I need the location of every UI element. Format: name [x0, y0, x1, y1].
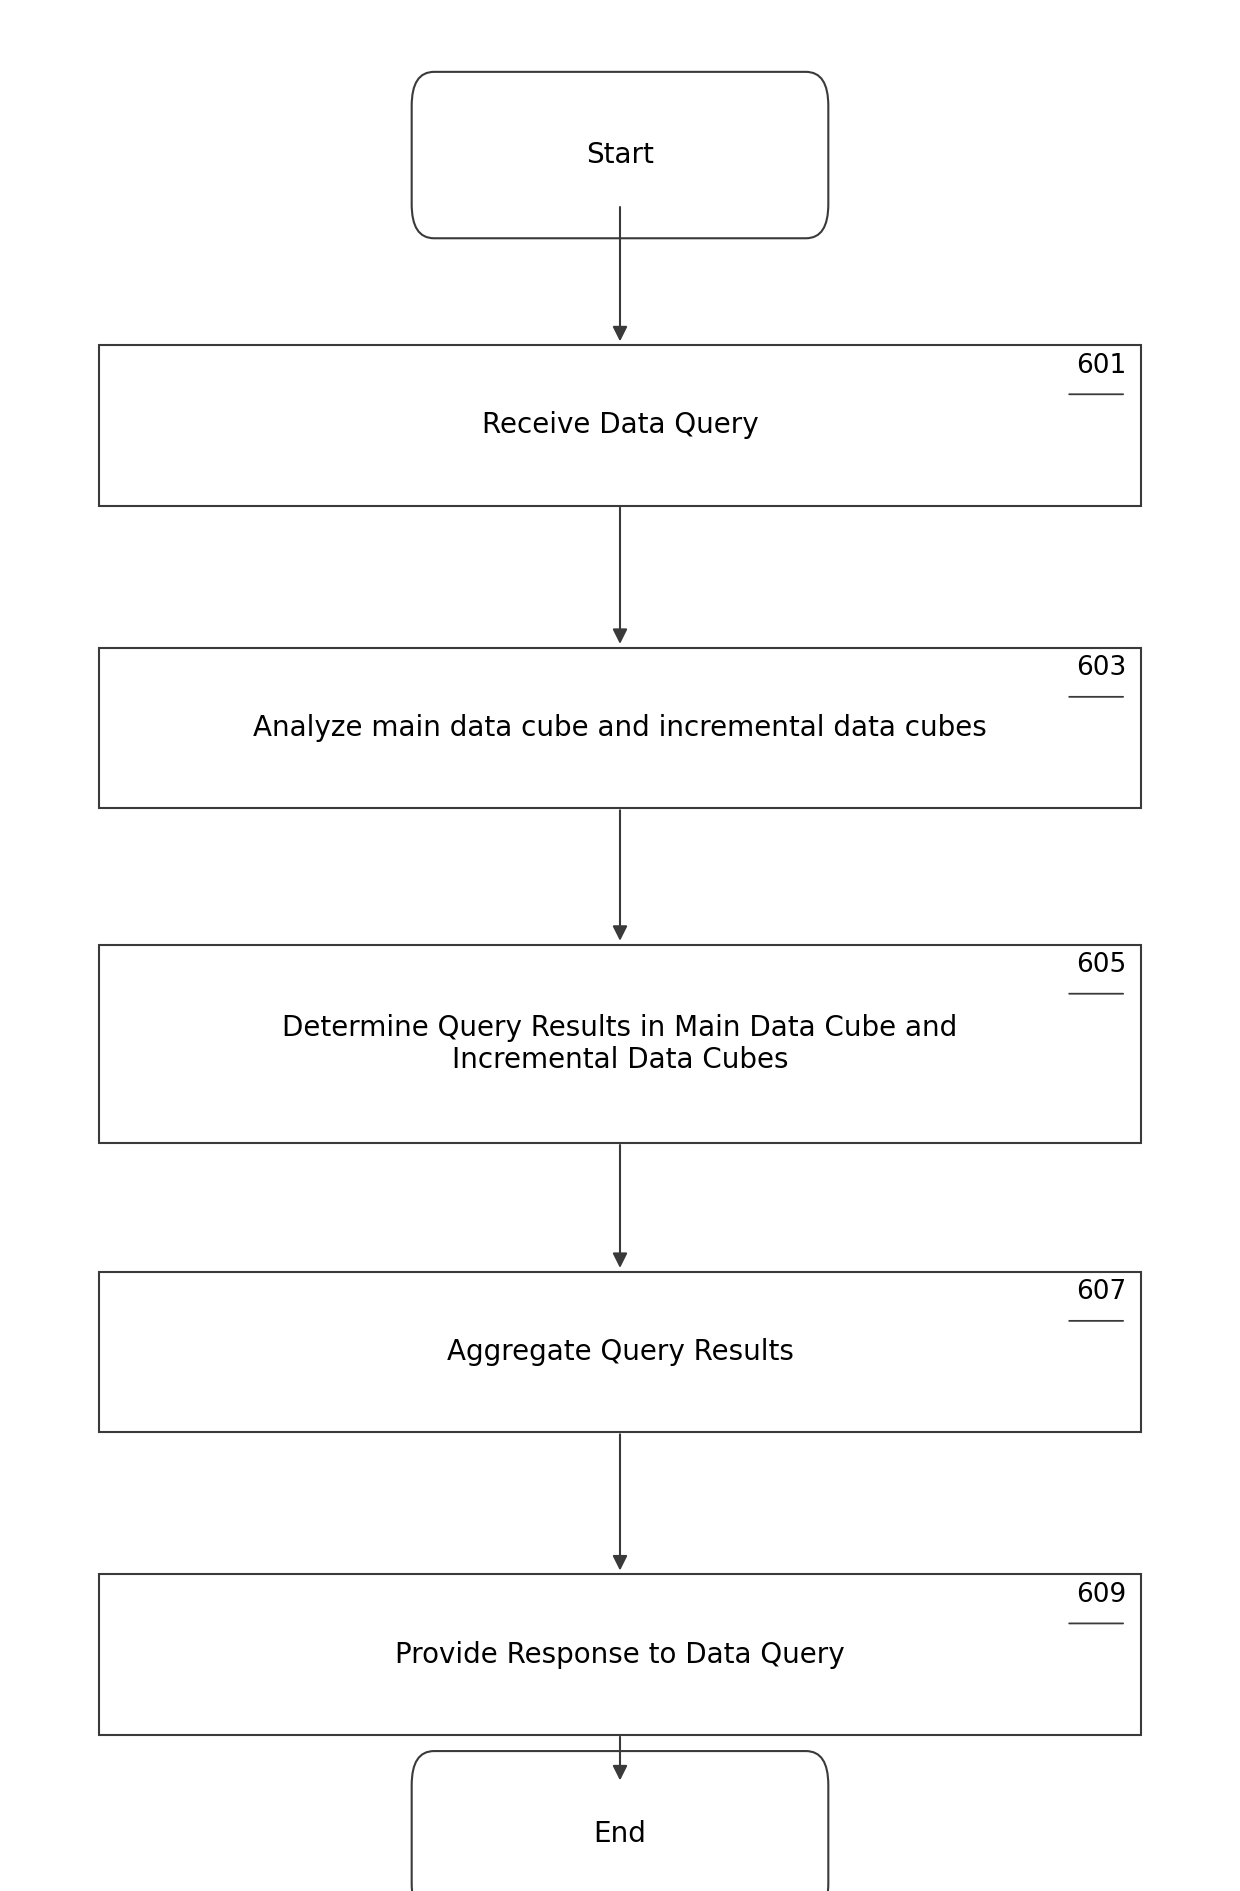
Text: 603: 603 — [1075, 656, 1126, 681]
FancyBboxPatch shape — [99, 1273, 1141, 1433]
FancyBboxPatch shape — [99, 1573, 1141, 1736]
Text: Start: Start — [587, 142, 653, 168]
Text: Aggregate Query Results: Aggregate Query Results — [446, 1339, 794, 1365]
Text: 601: 601 — [1075, 352, 1126, 378]
Text: 609: 609 — [1075, 1581, 1126, 1607]
Text: Receive Data Query: Receive Data Query — [481, 412, 759, 439]
Text: 607: 607 — [1075, 1280, 1126, 1305]
Text: End: End — [594, 1821, 646, 1848]
Text: Determine Query Results in Main Data Cube and
Incremental Data Cubes: Determine Query Results in Main Data Cub… — [283, 1014, 957, 1074]
Text: 605: 605 — [1075, 951, 1126, 978]
FancyBboxPatch shape — [99, 944, 1141, 1142]
FancyBboxPatch shape — [99, 344, 1141, 505]
FancyBboxPatch shape — [99, 647, 1141, 809]
Text: Analyze main data cube and incremental data cubes: Analyze main data cube and incremental d… — [253, 715, 987, 741]
FancyBboxPatch shape — [412, 72, 828, 238]
Text: Provide Response to Data Query: Provide Response to Data Query — [396, 1641, 844, 1668]
FancyBboxPatch shape — [412, 1751, 828, 1891]
